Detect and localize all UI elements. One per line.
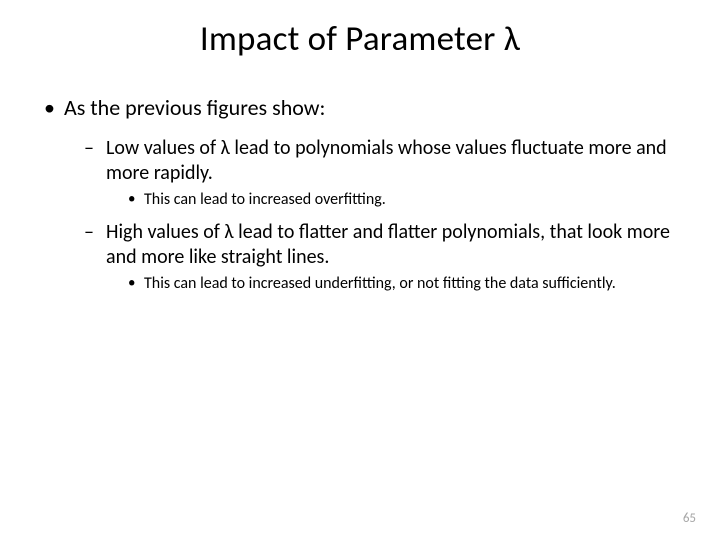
bullet-level3: This can lead to increased overfitting. (128, 190, 692, 211)
page-number: 65 (683, 511, 696, 526)
bullet-level3: This can lead to increased underfitting,… (128, 274, 692, 295)
bullet-level1: As the previous figures show: (44, 94, 692, 122)
slide-container: Impact of Parameter λ As the previous fi… (0, 0, 720, 540)
bullet-level2: High values of λ lead to flatter and fla… (84, 220, 692, 270)
slide-title: Impact of Parameter λ (28, 18, 692, 60)
bullet-level2: Low values of λ lead to polynomials whos… (84, 136, 692, 186)
